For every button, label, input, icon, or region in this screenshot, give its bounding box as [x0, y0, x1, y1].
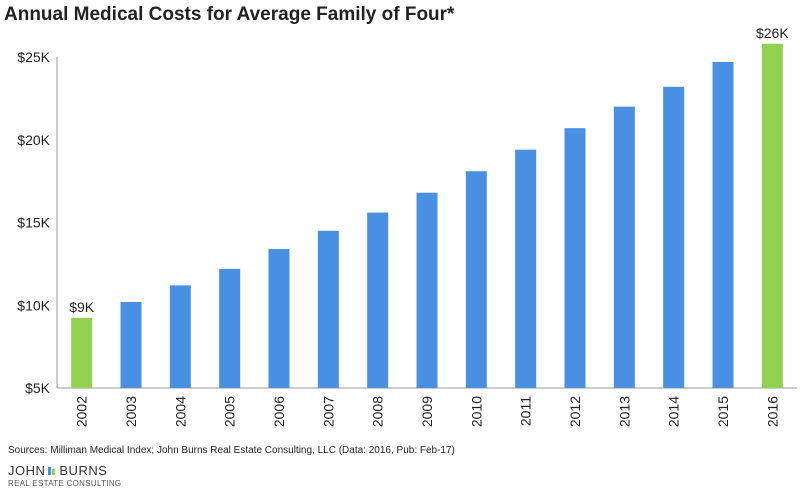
y-tick-label: $20K [17, 132, 50, 148]
x-tick-label: 2008 [370, 396, 386, 427]
x-tick-label: 2014 [666, 396, 682, 427]
x-tick-label: 2007 [320, 396, 336, 427]
x-tick-label: 2013 [616, 396, 632, 427]
logo-text-left: JOHN [8, 463, 46, 478]
x-tick-label: 2012 [567, 396, 583, 427]
x-tick-label: 2005 [222, 396, 238, 427]
y-tick-label: $10K [17, 297, 50, 313]
logo-mark-icon [48, 467, 56, 475]
company-logo: JOHN BURNS REAL ESTATE CONSULTING [8, 463, 121, 488]
y-tick-label: $5K [25, 380, 51, 396]
bar [268, 248, 290, 388]
bar [219, 268, 241, 388]
bar [663, 86, 685, 388]
logo-text-right: BURNS [59, 463, 108, 478]
bar [71, 317, 93, 388]
y-tick-label: $25K [17, 49, 50, 65]
x-tick-label: 2011 [518, 396, 534, 426]
bar [613, 106, 635, 389]
bar [564, 128, 586, 389]
y-tick-label: $15K [17, 215, 50, 231]
x-tick-label: 2010 [468, 396, 484, 427]
bar [712, 61, 734, 389]
bar-chart: $5K $10K $15K $20K $25K 2002 $9K 2003 2004 2005 20… [17, 25, 797, 427]
x-tick-label: 2002 [74, 396, 90, 427]
chart-title: Annual Medical Costs for Average Family … [4, 4, 455, 25]
bar [367, 212, 389, 388]
bar [120, 301, 142, 388]
x-tick-label: 2003 [123, 396, 139, 427]
bar [317, 230, 339, 388]
data-label: $26K [756, 25, 789, 41]
bar [465, 171, 487, 388]
x-tick-label: 2006 [271, 396, 287, 427]
bar [169, 285, 191, 388]
bar [761, 43, 783, 388]
bar [515, 149, 537, 388]
source-note: Sources: Milliman Medical Index; John Bu… [8, 445, 455, 456]
x-tick-label: 2015 [715, 396, 731, 427]
x-tick-label: 2016 [764, 396, 780, 427]
data-label: $9K [69, 299, 95, 315]
x-tick-label: 2009 [419, 396, 435, 427]
logo-subtitle: REAL ESTATE CONSULTING [8, 479, 122, 488]
x-tick-label: 2004 [172, 396, 188, 427]
bar [416, 192, 438, 388]
